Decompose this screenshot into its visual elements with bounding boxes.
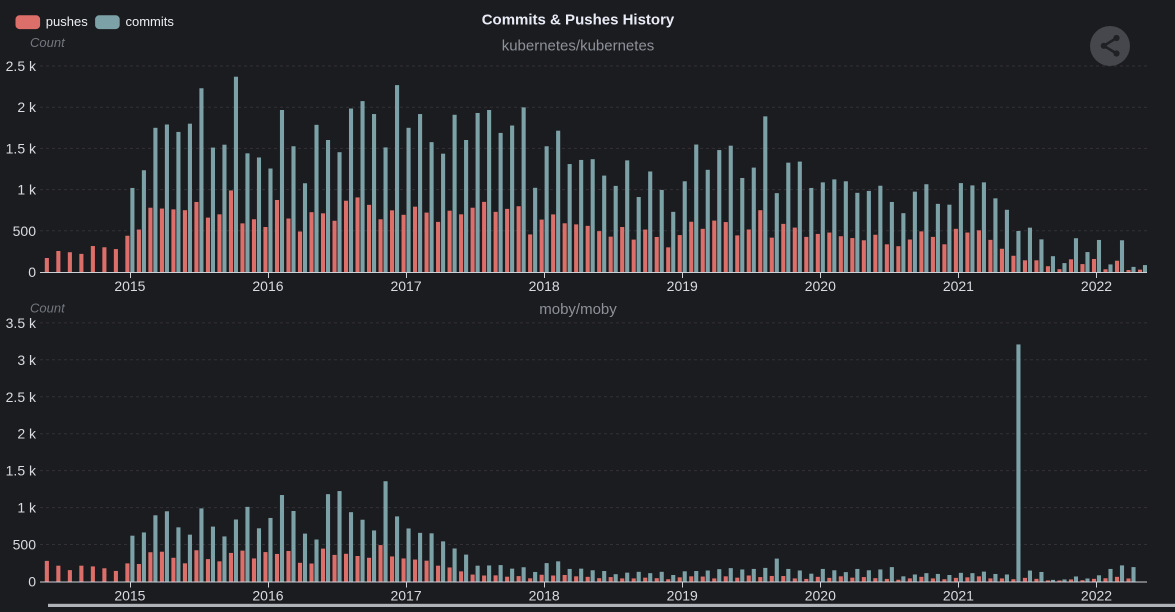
- svg-text:1.5 k: 1.5 k: [6, 140, 37, 156]
- svg-text:2017: 2017: [390, 278, 421, 294]
- svg-text:0: 0: [28, 264, 36, 280]
- svg-text:commits: commits: [126, 14, 175, 29]
- svg-text:moby/moby: moby/moby: [539, 301, 617, 318]
- svg-text:2019: 2019: [667, 278, 698, 294]
- svg-text:3.5 k: 3.5 k: [6, 315, 37, 331]
- svg-text:2021: 2021: [943, 278, 974, 294]
- svg-text:2016: 2016: [252, 588, 283, 604]
- svg-text:Count: Count: [30, 301, 66, 316]
- svg-text:2020: 2020: [805, 588, 836, 604]
- svg-text:2021: 2021: [943, 588, 974, 604]
- svg-text:2019: 2019: [667, 588, 698, 604]
- svg-text:2015: 2015: [114, 588, 145, 604]
- svg-text:2017: 2017: [390, 588, 421, 604]
- svg-text:pushes: pushes: [46, 14, 88, 29]
- svg-text:1 k: 1 k: [17, 182, 37, 198]
- svg-text:2022: 2022: [1081, 588, 1112, 604]
- svg-text:2018: 2018: [529, 588, 560, 604]
- svg-text:2 k: 2 k: [17, 426, 37, 442]
- svg-text:500: 500: [13, 537, 37, 553]
- svg-text:2020: 2020: [805, 278, 836, 294]
- svg-text:Commits & Pushes History: Commits & Pushes History: [482, 12, 675, 29]
- svg-text:3 k: 3 k: [17, 352, 37, 368]
- svg-text:2 k: 2 k: [17, 99, 37, 115]
- svg-text:2022: 2022: [1081, 278, 1112, 294]
- svg-text:kubernetes/kubernetes: kubernetes/kubernetes: [502, 38, 655, 55]
- svg-text:2.5 k: 2.5 k: [6, 389, 37, 405]
- svg-text:2018: 2018: [529, 278, 560, 294]
- svg-text:2015: 2015: [114, 278, 145, 294]
- svg-text:1.5 k: 1.5 k: [6, 463, 37, 479]
- svg-text:1 k: 1 k: [17, 500, 37, 516]
- svg-text:500: 500: [13, 223, 37, 239]
- svg-text:2.5 k: 2.5 k: [6, 58, 37, 74]
- svg-text:Count: Count: [30, 35, 66, 50]
- svg-text:0: 0: [28, 574, 36, 590]
- svg-text:2016: 2016: [252, 278, 283, 294]
